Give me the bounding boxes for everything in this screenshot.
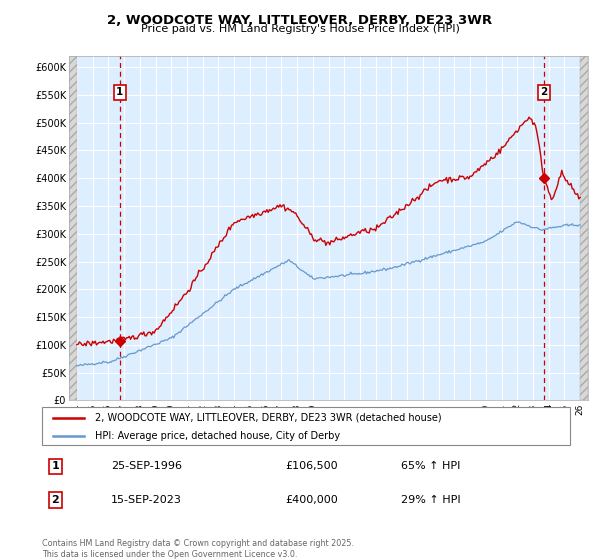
Text: 65% ↑ HPI: 65% ↑ HPI — [401, 461, 460, 472]
Text: 2, WOODCOTE WAY, LITTLEOVER, DERBY, DE23 3WR (detached house): 2, WOODCOTE WAY, LITTLEOVER, DERBY, DE23… — [95, 413, 442, 423]
Text: 1: 1 — [52, 461, 59, 472]
Text: Contains HM Land Registry data © Crown copyright and database right 2025.
This d: Contains HM Land Registry data © Crown c… — [42, 539, 354, 559]
Text: £106,500: £106,500 — [285, 461, 338, 472]
Text: 1: 1 — [116, 87, 124, 97]
Text: £400,000: £400,000 — [285, 495, 338, 505]
Text: Price paid vs. HM Land Registry's House Price Index (HPI): Price paid vs. HM Land Registry's House … — [140, 24, 460, 34]
Text: 29% ↑ HPI: 29% ↑ HPI — [401, 495, 461, 505]
Text: HPI: Average price, detached house, City of Derby: HPI: Average price, detached house, City… — [95, 431, 340, 441]
Text: 2, WOODCOTE WAY, LITTLEOVER, DERBY, DE23 3WR: 2, WOODCOTE WAY, LITTLEOVER, DERBY, DE23… — [107, 14, 493, 27]
Text: 2: 2 — [52, 495, 59, 505]
Text: 15-SEP-2023: 15-SEP-2023 — [110, 495, 182, 505]
Text: 2: 2 — [541, 87, 548, 97]
Text: 25-SEP-1996: 25-SEP-1996 — [110, 461, 182, 472]
